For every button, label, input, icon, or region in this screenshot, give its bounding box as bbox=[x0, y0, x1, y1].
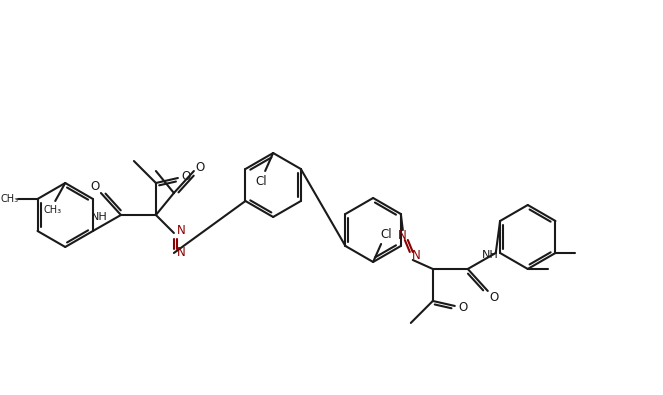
Text: O: O bbox=[196, 160, 204, 173]
Text: O: O bbox=[181, 169, 190, 182]
Text: NH: NH bbox=[481, 250, 498, 260]
Text: N: N bbox=[176, 224, 185, 237]
Text: Cl: Cl bbox=[255, 175, 267, 188]
Text: O: O bbox=[489, 292, 499, 305]
Text: NH: NH bbox=[91, 212, 107, 222]
Text: CH₃: CH₃ bbox=[43, 205, 61, 215]
Text: Cl: Cl bbox=[381, 228, 392, 241]
Text: N: N bbox=[176, 246, 185, 260]
Text: N: N bbox=[397, 229, 406, 243]
Text: O: O bbox=[90, 179, 99, 192]
Text: N: N bbox=[412, 250, 420, 263]
Text: O: O bbox=[458, 301, 467, 314]
Text: CH₃: CH₃ bbox=[1, 194, 19, 204]
